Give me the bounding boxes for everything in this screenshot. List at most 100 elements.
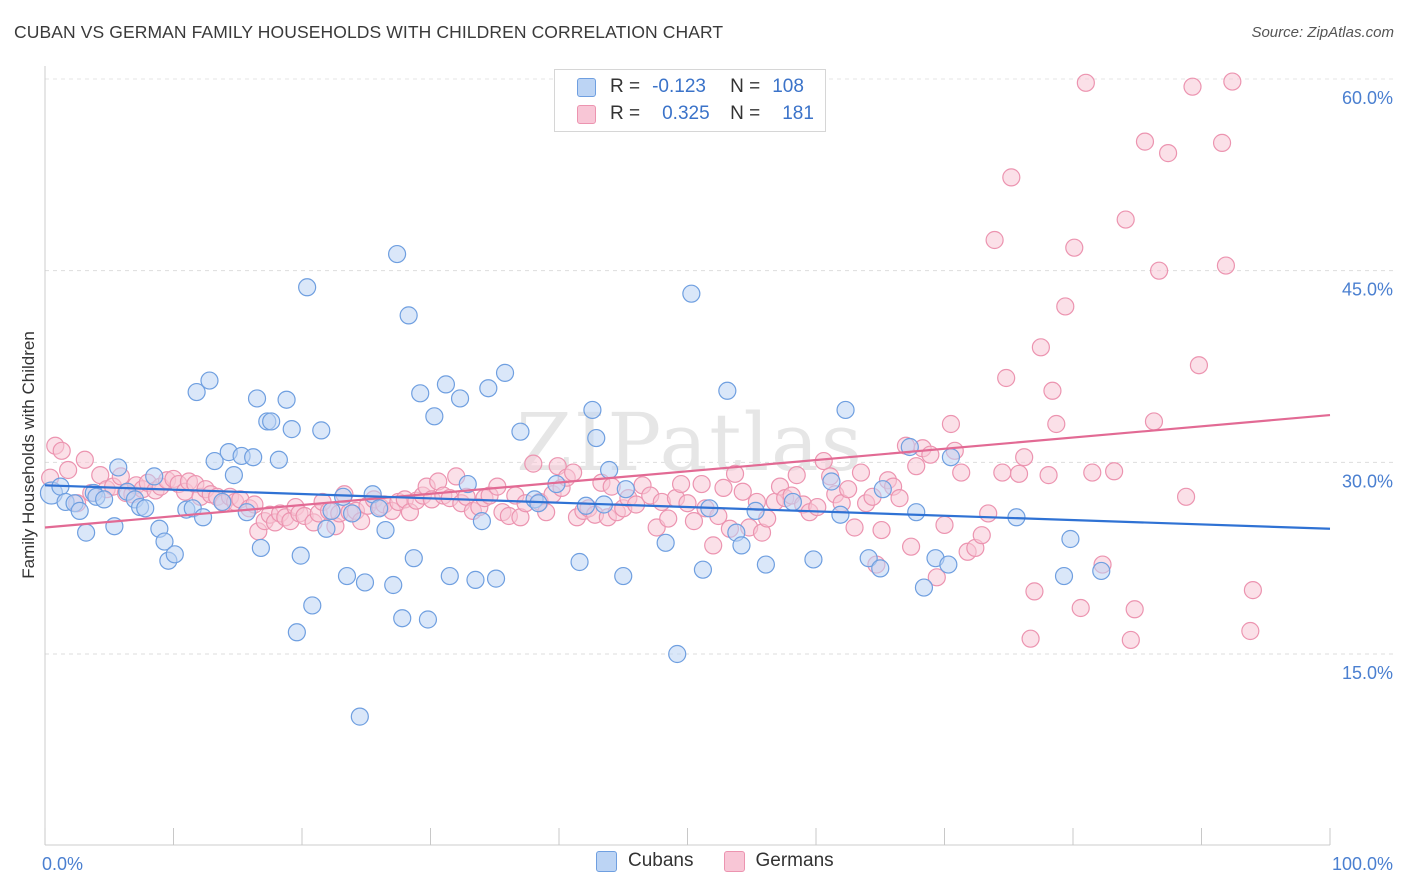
cuban-point <box>244 448 263 467</box>
cuban-point <box>337 566 357 586</box>
cuban-point <box>165 545 184 564</box>
legend-n-value: 108 <box>772 76 804 97</box>
german-point <box>872 520 891 540</box>
cuban-point <box>411 384 430 403</box>
cuban-points <box>39 244 1111 726</box>
cuban-point <box>450 389 470 408</box>
german-point <box>1021 629 1040 648</box>
german-point <box>1241 621 1260 641</box>
cuban-point <box>616 480 635 499</box>
cuban-point <box>440 566 459 586</box>
cuban-point <box>718 381 737 400</box>
german-point <box>941 414 961 434</box>
german-point <box>1116 210 1135 229</box>
cuban-point <box>387 244 407 264</box>
german-point <box>1083 463 1102 482</box>
legend-item-germans[interactable]: Germans <box>723 850 834 872</box>
cuban-point <box>145 467 164 486</box>
german-point <box>1189 356 1209 375</box>
cuban-trend-line <box>44 484 1331 530</box>
cuban-point <box>317 519 336 538</box>
german-point <box>524 454 543 473</box>
cubans-swatch <box>596 850 617 872</box>
axes <box>44 66 1331 846</box>
german-point <box>671 474 691 494</box>
y-tick-label: 15.0% <box>1342 663 1393 683</box>
german-point <box>1121 630 1140 650</box>
source-label: Source: ZipAtlas.com <box>1251 24 1394 41</box>
cuban-point <box>756 555 775 574</box>
cuban-point <box>941 448 961 467</box>
legend-item-cubans[interactable]: Cubans <box>596 850 694 872</box>
cuban-point <box>251 538 270 558</box>
cuban-point <box>511 422 530 441</box>
cuban-point <box>193 508 213 527</box>
cuban-point <box>200 371 219 390</box>
german-point <box>1065 238 1084 257</box>
cuban-point <box>370 499 389 518</box>
german-point <box>1025 582 1044 601</box>
legend-r-value: 0.325 <box>662 103 710 124</box>
cuban-point <box>479 379 498 398</box>
german-point <box>787 466 806 485</box>
cuban-point <box>355 573 375 592</box>
cuban-point <box>312 421 331 440</box>
cuban-point <box>205 451 224 471</box>
german-point <box>901 537 921 556</box>
german-point <box>907 457 926 476</box>
cuban-point <box>399 306 418 325</box>
german-point <box>979 504 998 523</box>
cuban-point <box>693 560 713 579</box>
x-tick-label: 100.0% <box>1332 854 1393 874</box>
cuban-point <box>486 569 506 588</box>
legend-row-germans: R = 0.325 N = 181 <box>577 101 814 127</box>
cuban-point <box>298 278 317 297</box>
german-trend-line <box>44 413 1331 529</box>
cuban-point <box>836 400 855 420</box>
german-point <box>704 536 723 555</box>
german-point <box>75 450 94 469</box>
legend-row-cubans: R = -0.123 N = 108 <box>577 74 804 100</box>
german-point <box>725 464 745 483</box>
y-tick-label: 60.0% <box>1342 88 1393 108</box>
german-point <box>1002 168 1021 187</box>
cuban-point <box>668 644 687 664</box>
german-point <box>733 482 752 501</box>
german-point <box>927 568 946 587</box>
series-legend: Cubans Germans <box>596 850 864 872</box>
cuban-point <box>831 505 850 524</box>
legend-n-value: 181 <box>782 103 814 124</box>
legend-r-value: -0.123 <box>652 76 706 97</box>
cuban-point <box>322 501 341 520</box>
cuban-point <box>224 466 243 485</box>
cuban-point <box>269 450 288 469</box>
german-point <box>1071 598 1090 618</box>
german-point <box>814 451 833 471</box>
cuban-point <box>746 501 765 520</box>
y-tick-label: 45.0% <box>1342 280 1393 300</box>
german-point <box>851 463 871 482</box>
german-point <box>1183 77 1202 96</box>
legend-r-label: R = <box>610 76 641 97</box>
x-tick-labels: 0.0% 100.0% <box>42 854 1393 874</box>
german-point <box>1031 338 1050 357</box>
german-point <box>1144 412 1164 431</box>
cuban-point <box>376 520 395 540</box>
cuban-point <box>303 596 322 615</box>
german-point <box>993 463 1012 482</box>
cuban-point <box>343 504 362 523</box>
german-point <box>52 441 71 460</box>
cuban-point <box>404 549 423 568</box>
german-points <box>41 72 1263 650</box>
cubans-swatch <box>577 77 596 97</box>
cuban-point <box>587 428 606 448</box>
german-point <box>1216 256 1236 275</box>
german-point <box>1135 132 1155 151</box>
german-point <box>1212 133 1232 152</box>
german-point <box>935 515 954 535</box>
legend-r-label: R = <box>610 103 641 124</box>
y-tick-labels: 15.0% 30.0% 45.0% 60.0% <box>1342 88 1393 683</box>
cuban-point <box>282 420 301 439</box>
german-point <box>1149 261 1169 280</box>
